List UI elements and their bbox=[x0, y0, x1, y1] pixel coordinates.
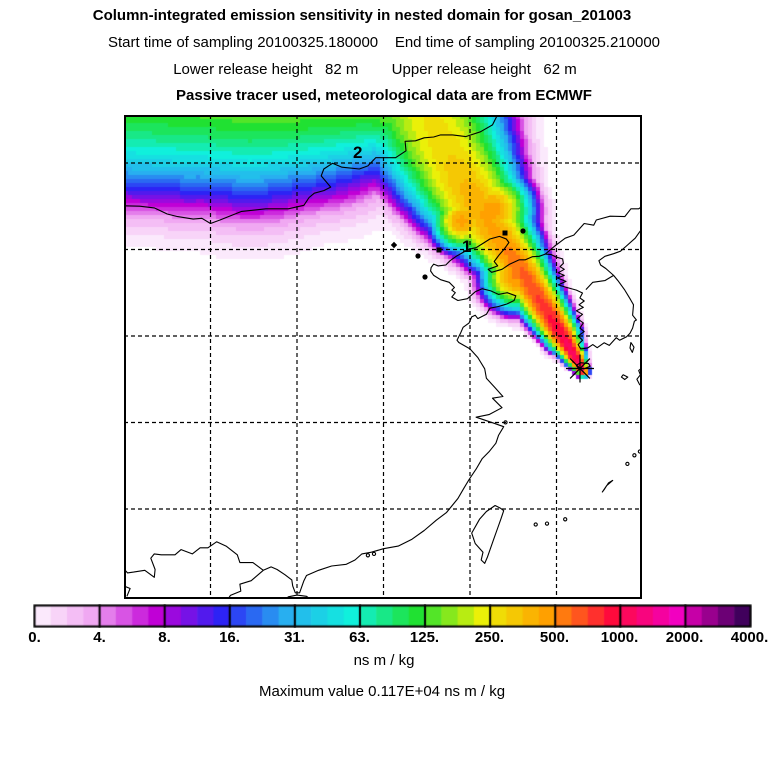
start-time-label: Start time of sampling 20100325.180000 bbox=[107, 34, 379, 51]
receptor-star-marker bbox=[566, 354, 594, 383]
max-value-label: Maximum value 0.117E+04 ns m / kg bbox=[258, 683, 506, 700]
plot-title: Column-integrated emission sensitivity i… bbox=[92, 7, 632, 24]
city-dot bbox=[502, 230, 508, 236]
city-dot bbox=[436, 247, 442, 253]
island-okinawa bbox=[601, 479, 614, 493]
border-southwest bbox=[124, 541, 264, 578]
colorbar bbox=[33, 604, 752, 628]
colorbar-tick-label: 250. bbox=[474, 629, 505, 646]
colorbar-tick-label: 1000. bbox=[600, 629, 639, 646]
colorbar-tick-label: 63. bbox=[349, 629, 370, 646]
lower-release-label: Lower release height 82 m bbox=[173, 61, 359, 78]
coast-china bbox=[227, 235, 546, 599]
small-island bbox=[632, 453, 637, 458]
small-island bbox=[533, 522, 538, 527]
city-markers bbox=[390, 228, 526, 280]
colorbar-unit-label: ns m / kg bbox=[353, 652, 415, 669]
colorbar-tick-label: 2000. bbox=[665, 629, 704, 646]
island-goto bbox=[620, 374, 629, 381]
site-label-2: 2 bbox=[353, 143, 362, 162]
city-dot bbox=[415, 253, 421, 259]
island-taiwan bbox=[471, 504, 505, 564]
small-island bbox=[503, 420, 508, 425]
colorbar-tick-label: 500. bbox=[539, 629, 570, 646]
map-frame bbox=[124, 115, 642, 599]
map-overlay: 1 2 bbox=[124, 115, 642, 599]
colorbar-tick-label: 0. bbox=[28, 629, 41, 646]
site-label-1: 1 bbox=[462, 237, 471, 256]
colorbar-tick-label: 4000. bbox=[730, 629, 768, 646]
gap bbox=[378, 34, 395, 51]
gap bbox=[358, 61, 391, 78]
small-island bbox=[625, 461, 630, 467]
small-island bbox=[371, 551, 377, 557]
border-china-nk bbox=[544, 205, 642, 255]
city-dot bbox=[422, 274, 428, 280]
city-dot bbox=[520, 228, 526, 234]
coastlines bbox=[124, 115, 642, 599]
border-mongolia bbox=[124, 115, 499, 225]
sampling-time-line: Start time of sampling 20100325.180000 E… bbox=[0, 34, 768, 51]
border-dmz bbox=[585, 274, 614, 290]
colorbar-tick-label: 31. bbox=[284, 629, 305, 646]
tracer-info-line: Passive tracer used, meteorological data… bbox=[176, 87, 592, 104]
map-panel: 1 2 bbox=[124, 115, 642, 599]
city-dot bbox=[390, 241, 398, 249]
end-time-label: End time of sampling 20100325.210000 bbox=[394, 34, 661, 51]
grid-lines bbox=[124, 115, 642, 599]
small-island bbox=[563, 517, 568, 522]
island-tsushima bbox=[629, 341, 635, 353]
upper-release-label: Upper release height 62 m bbox=[391, 61, 577, 78]
small-island bbox=[365, 553, 371, 558]
colorbar-tick-label: 4. bbox=[93, 629, 106, 646]
colorbar-tick-labels: 0. 4. 8. 16. 31. 63. 125. 250. 500. 1000. 2000. 400… bbox=[0, 629, 768, 647]
coast-korea bbox=[545, 227, 642, 350]
small-island bbox=[544, 521, 550, 526]
colorbar-tick-label: 125. bbox=[409, 629, 440, 646]
colorbar-tick-label: 16. bbox=[219, 629, 240, 646]
colorbar-tick-label: 8. bbox=[158, 629, 171, 646]
release-height-line: Lower release height 82 m Upper release … bbox=[0, 61, 759, 78]
